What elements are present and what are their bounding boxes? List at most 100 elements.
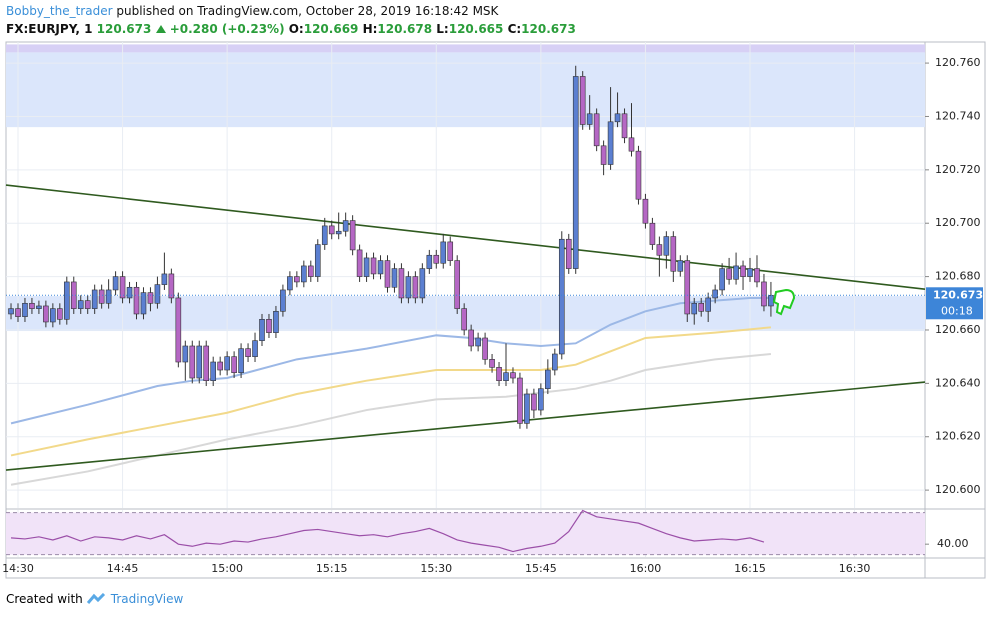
candle-body: [259, 319, 265, 341]
candle-body: [307, 265, 314, 277]
candle-body: [440, 241, 447, 264]
c: 120.673: [521, 22, 576, 36]
candle-body: [273, 310, 279, 333]
x-tick-label: 14:45: [107, 562, 139, 575]
candle-body: [154, 284, 161, 304]
candle-body: [196, 345, 203, 379]
candle-body: [433, 254, 440, 264]
candle-body: [287, 276, 293, 291]
candle-body: [133, 286, 140, 315]
h-label: H:: [362, 22, 378, 36]
candle-body: [698, 302, 705, 312]
candle-body: [182, 345, 189, 363]
candle-body: [147, 292, 154, 304]
candle-body: [572, 76, 579, 269]
candle-body: [768, 294, 774, 307]
candle-body: [77, 300, 84, 309]
candle-body: [545, 369, 551, 389]
candle-body: [321, 225, 328, 245]
candle-body: [294, 276, 300, 283]
y-tick-label: 120.720: [935, 163, 981, 176]
x-tick-label: 16:30: [839, 562, 871, 575]
symbol-line: FX:EURJPY, 1 120.673 +0.280 (+0.23%) O:1…: [6, 22, 576, 36]
candle-body: [496, 367, 502, 381]
l: 120.665: [448, 22, 504, 36]
candle-body: [517, 377, 523, 424]
candle-body: [266, 319, 272, 333]
candle-body: [140, 292, 147, 315]
rsi-line: [10, 509, 765, 553]
candle-body: [726, 268, 732, 280]
candle-body: [112, 276, 119, 291]
candle-body: [600, 145, 607, 165]
x-tick-label: 16:00: [630, 562, 662, 575]
candle-body: [719, 268, 725, 291]
candle-body: [335, 230, 342, 235]
candle-body: [684, 260, 691, 315]
candle-body: [98, 289, 105, 304]
candle-body: [468, 329, 474, 347]
candle-body: [461, 308, 467, 331]
y-tick-label: 120.660: [935, 323, 981, 336]
candle-body: [301, 265, 307, 283]
candle-body: [510, 372, 516, 379]
moving-average: [10, 326, 772, 457]
candle-body: [649, 222, 656, 245]
candle-body: [454, 260, 461, 309]
candle-body: [384, 260, 391, 288]
candle-body: [531, 393, 537, 411]
y-tick-label: 120.760: [935, 56, 981, 69]
candle-body: [621, 113, 628, 139]
chart: 14:30 14:45 15:00 15:15 15:30 15:45 16:00 16:15…: [2, 41, 986, 579]
candle-body: [635, 150, 642, 200]
candle-body: [22, 302, 28, 317]
candle-body: [754, 268, 760, 283]
candle-body: [84, 300, 91, 309]
candle-body: [189, 345, 196, 379]
candle-body: [245, 348, 251, 357]
candle-body: [705, 297, 711, 312]
x-tick-label: 16:15: [734, 562, 766, 575]
logo: [86, 593, 105, 604]
candle-body: [558, 238, 565, 355]
candle-body: [224, 356, 230, 371]
candle-body: [691, 302, 698, 315]
candle-body: [614, 113, 621, 123]
candle-body: [412, 276, 419, 299]
candle-body: [370, 257, 377, 275]
candle-body: [586, 113, 593, 125]
last-price-label: 120.673: [933, 288, 983, 301]
y-tick-label: 120.640: [935, 376, 981, 389]
x-tick-label: 14:30: [2, 562, 34, 575]
author[interactable]: Bobby_the_trader: [6, 4, 113, 18]
brand[interactable]: TradingView: [110, 592, 184, 606]
candle-body: [356, 249, 363, 277]
candle-body: [57, 308, 63, 320]
candle-body: [203, 345, 210, 381]
change: +0.280 (+0.23%): [169, 22, 285, 36]
candle-body: [489, 359, 495, 368]
candle-body: [105, 289, 112, 304]
footer: Created with TradingView: [6, 592, 183, 606]
candle-body: [475, 337, 481, 347]
up-arrow: [155, 25, 166, 33]
candle-body: [656, 244, 663, 256]
o-label: O:: [288, 22, 304, 36]
candle-body: [747, 268, 753, 277]
candle-body: [168, 273, 175, 299]
candle-body: [126, 286, 133, 299]
candle-body: [712, 289, 718, 299]
created-with: Created with: [6, 592, 83, 606]
candle-body: [314, 244, 321, 277]
candle-body: [503, 372, 509, 381]
y-tick-label: 40.00: [937, 537, 969, 550]
candle-body: [538, 388, 544, 411]
y-tick-label: 120.620: [935, 430, 981, 443]
candle-body: [210, 361, 216, 381]
countdown: 00:18: [941, 304, 973, 317]
x-tick-label: 15:15: [316, 562, 348, 575]
candle-body: [482, 337, 488, 360]
published: published on TradingView.com, October 28…: [116, 4, 499, 18]
x-tick-label: 15:00: [211, 562, 243, 575]
candle-body: [642, 198, 649, 224]
